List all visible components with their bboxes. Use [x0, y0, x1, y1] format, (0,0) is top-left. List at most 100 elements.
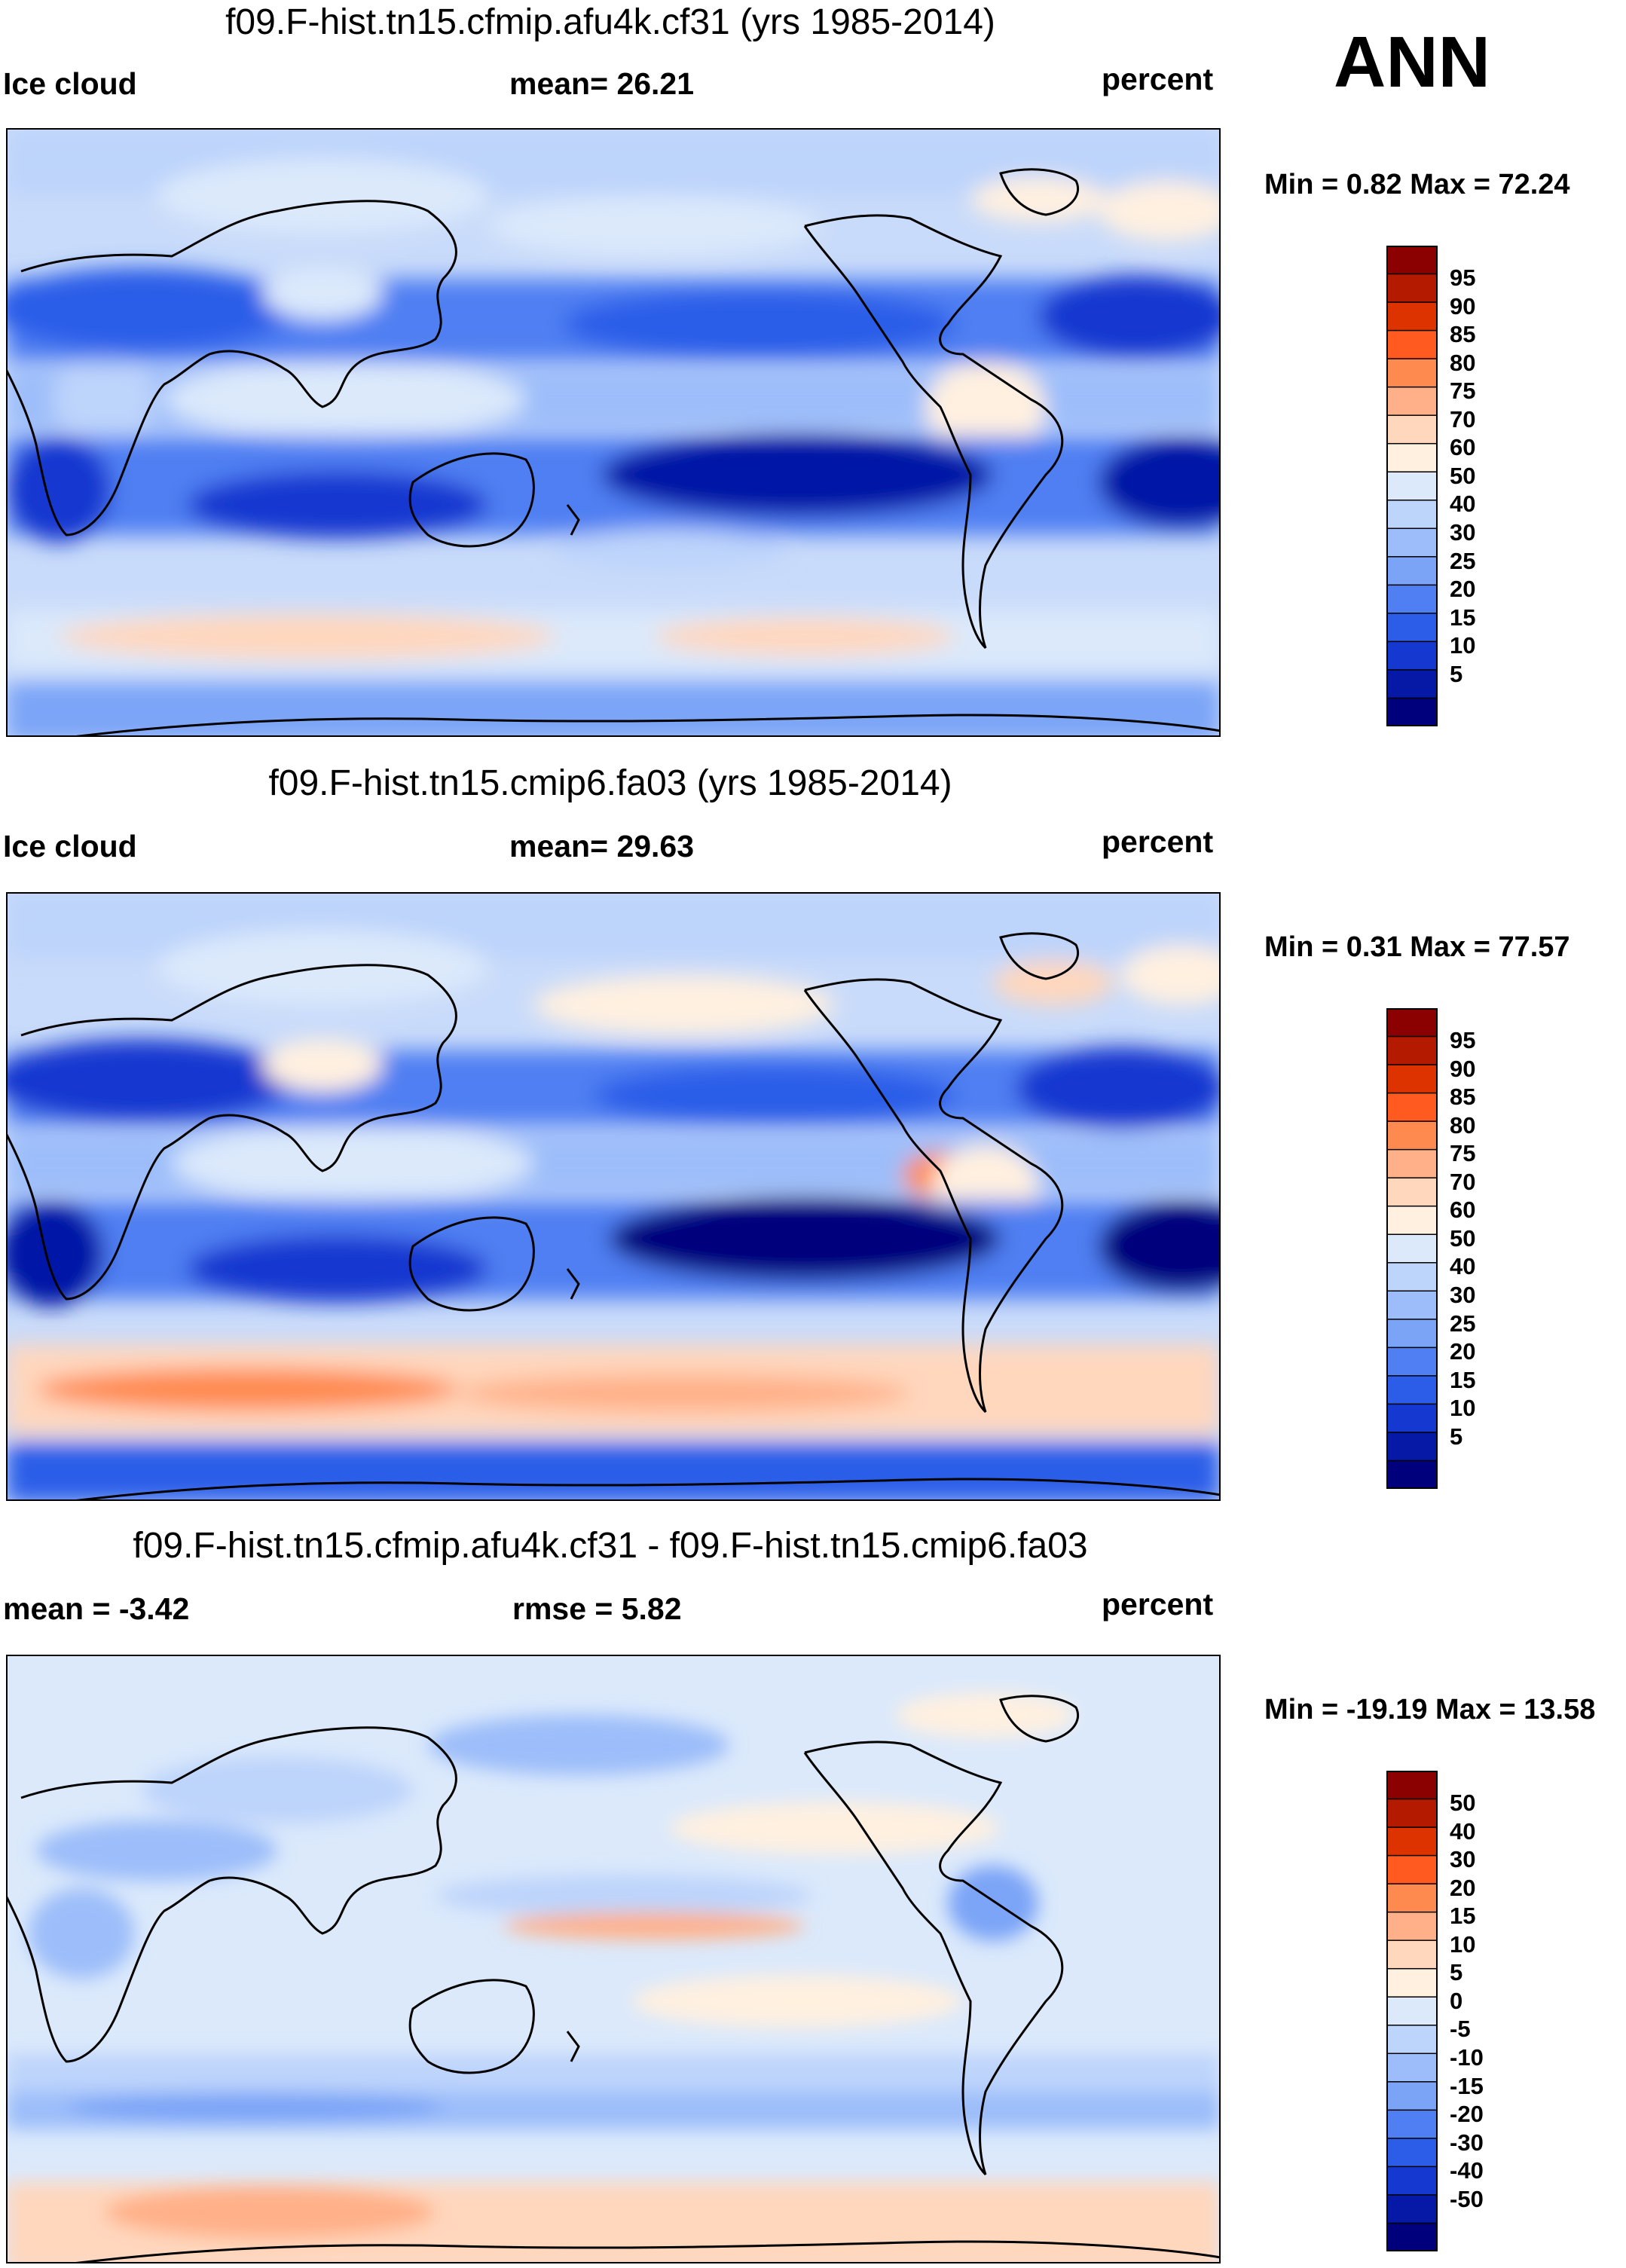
panel-2-sepac-dry [609, 1197, 1001, 1280]
panel-1-colorbar-box-13 [1386, 613, 1438, 643]
panel-1-colorbar-label: 90 [1450, 292, 1476, 319]
panel-2-map-frame [6, 892, 1221, 1501]
panel-3-nafrica-negative [36, 1820, 277, 1881]
panel-1-colorbar-label: 70 [1450, 405, 1476, 433]
panel-2-coast-greenland [999, 932, 1080, 980]
panel-2-title: f09.F-hist.tn15.cmip6.fa03 (yrs 1985-201… [268, 763, 952, 803]
panel-3-safrica-negative [29, 1888, 134, 1979]
panel-3-minmax: Min = -19.19 Max = 13.58 [1264, 1694, 1596, 1725]
panel-1-siberia-patch [157, 158, 488, 234]
panel-3-colorbar-box-4 [1386, 1883, 1438, 1913]
panel-1-colorbar-label: 50 [1450, 462, 1476, 489]
panel-2-map-svg [6, 892, 1221, 1501]
panel-2-coast-antarctica [63, 1478, 1221, 1501]
panel-2-colorbar-label: 15 [1450, 1366, 1476, 1393]
panel-1-coastlines [6, 168, 1221, 737]
panel-1-colorbar-box-9 [1386, 500, 1438, 530]
panel-3-colorbar-label: 20 [1450, 1874, 1476, 1901]
panel-2-colorbar-box-5 [1386, 1148, 1438, 1179]
panel-1-colorbar-label: 20 [1450, 576, 1476, 602]
panel-3-colorbar-box-0 [1386, 1771, 1438, 1800]
panel-3-sepac-positive [631, 1975, 963, 2028]
panel-3-colorbar-box-16 [1386, 2222, 1438, 2251]
panel-1-colorbar-box-0 [1386, 246, 1438, 275]
panel-3-colorbar-label: 5 [1450, 1959, 1463, 1986]
panel-2-colorbar-box-1 [1386, 1035, 1438, 1066]
panel-1-colorbar [1386, 246, 1438, 726]
panel-3-colorbar-box-10 [1386, 2053, 1438, 2083]
panel-1-coast-antarctica [63, 714, 1221, 737]
panel-3-coast-eurasia-africa [6, 1726, 457, 2063]
panel-1-storm-peak-2 [654, 618, 955, 656]
panel-1-satl-dry [1099, 437, 1221, 527]
panel-3-colorbar-box-1 [1386, 1798, 1438, 1829]
panel-2-colorbar-label: 60 [1450, 1197, 1476, 1224]
panel-1-amazon-patch [925, 362, 1046, 452]
panel-2-colorbar-label: 80 [1450, 1111, 1476, 1139]
panel-2-colorbar-box-16 [1386, 1460, 1438, 1489]
panel-1-npac-dry [564, 290, 955, 358]
panel-2-colorbar-label: 25 [1450, 1310, 1476, 1337]
panel-1-colorbar-box-5 [1386, 386, 1438, 417]
panel-3-colorbar-label: -5 [1450, 2016, 1471, 2043]
panel-2-coast-australia [408, 1216, 535, 1312]
panel-3-colorbar-box-9 [1386, 2025, 1438, 2055]
panel-1-africa-patch [51, 362, 157, 437]
panel-2-colorbar [1386, 1008, 1438, 1489]
panel-1-colorbar-frame [1386, 246, 1438, 726]
panel-1-colorbar-label: 85 [1450, 321, 1476, 348]
panel-2-storm-peak-1 [36, 1368, 458, 1411]
panel-2-coast-americas [803, 978, 1064, 1414]
panel-1-minmax: Min = 0.82 Max = 72.24 [1264, 169, 1570, 200]
panel-3-colorbar-label: 0 [1450, 1987, 1463, 2014]
panel-1-colorbar-box-3 [1386, 329, 1438, 360]
panel-1-safrica-dry [6, 437, 112, 543]
panel-3-colorbar-box-2 [1386, 1826, 1438, 1857]
panel-1-sepac-dry [601, 433, 993, 516]
panel-1-colorbar-box-8 [1386, 471, 1438, 502]
panel-1-coast-nz [566, 504, 580, 536]
panel-3-colorbar-box-14 [1386, 2166, 1438, 2196]
panel-2-colorbar-label: 50 [1450, 1224, 1476, 1252]
panel-1-coast-eurasia-africa [6, 200, 457, 536]
panel-3-coast-australia [408, 1979, 535, 2074]
panel-2-colorbar-label: 30 [1450, 1281, 1476, 1308]
panel-2-colorbar-label: 40 [1450, 1253, 1476, 1280]
panel-1-storm-peak-1 [59, 614, 556, 659]
panel-2-colorbar-frame [1386, 1008, 1438, 1489]
panel-1-map [6, 128, 1221, 737]
panel-2-colorbar-box-14 [1386, 1403, 1438, 1434]
panel-1-spcz-patch [549, 529, 790, 571]
panel-3-colorbar-label: 30 [1450, 1846, 1476, 1873]
panel-1-colorbar-label: 60 [1450, 434, 1476, 461]
panel-3-title: f09.F-hist.tn15.cfmip.afu4k.cf31 - f09.F… [133, 1526, 1088, 1566]
panel-2-sahara-dry [6, 1039, 292, 1122]
panel-2-coast-nz [566, 1268, 580, 1300]
panel-3-colorbar-label: 15 [1450, 1903, 1476, 1930]
panel-1-coast-greenland [999, 168, 1080, 216]
panel-2-variable-label: Ice cloud [3, 829, 137, 863]
panel-1-natl-dry [1038, 275, 1221, 358]
panel-1-greenland-patch [970, 177, 1106, 222]
panel-3-colorbar-label: -10 [1450, 2043, 1484, 2071]
panel-3-colorbar-label: -20 [1450, 2101, 1484, 2127]
panel-3-colorbar-label: -30 [1450, 2129, 1484, 2156]
panel-3-colorbar-box-13 [1386, 2138, 1438, 2168]
panel-3-colorbar-frame [1386, 1771, 1438, 2251]
panel-1-map-frame [6, 128, 1221, 737]
panel-3-npac-negative [428, 1715, 729, 1775]
panel-1-colorbar-label: 15 [1450, 604, 1476, 631]
panel-1-variable-label: Ice cloud [3, 66, 137, 101]
panel-1-warm-pool [164, 362, 526, 437]
panel-2-colorbar-label: 5 [1450, 1423, 1463, 1450]
panel-2-colorbar-label: 10 [1450, 1395, 1476, 1421]
panel-3-amazon-negative [948, 1866, 1038, 1941]
panel-2-colorbar-box-4 [1386, 1120, 1438, 1151]
panel-1-colorbar-label: 95 [1450, 264, 1476, 292]
panel-2-colorbar-label: 95 [1450, 1027, 1476, 1054]
panel-3-colorbar-box-7 [1386, 1967, 1438, 1998]
panel-2-colorbar-box-10 [1386, 1290, 1438, 1321]
panel-1-north-atlantic-patch [1099, 181, 1221, 241]
panel-1-colorbar-label: 30 [1450, 518, 1476, 546]
panel-1-colorbar-box-10 [1386, 527, 1438, 558]
